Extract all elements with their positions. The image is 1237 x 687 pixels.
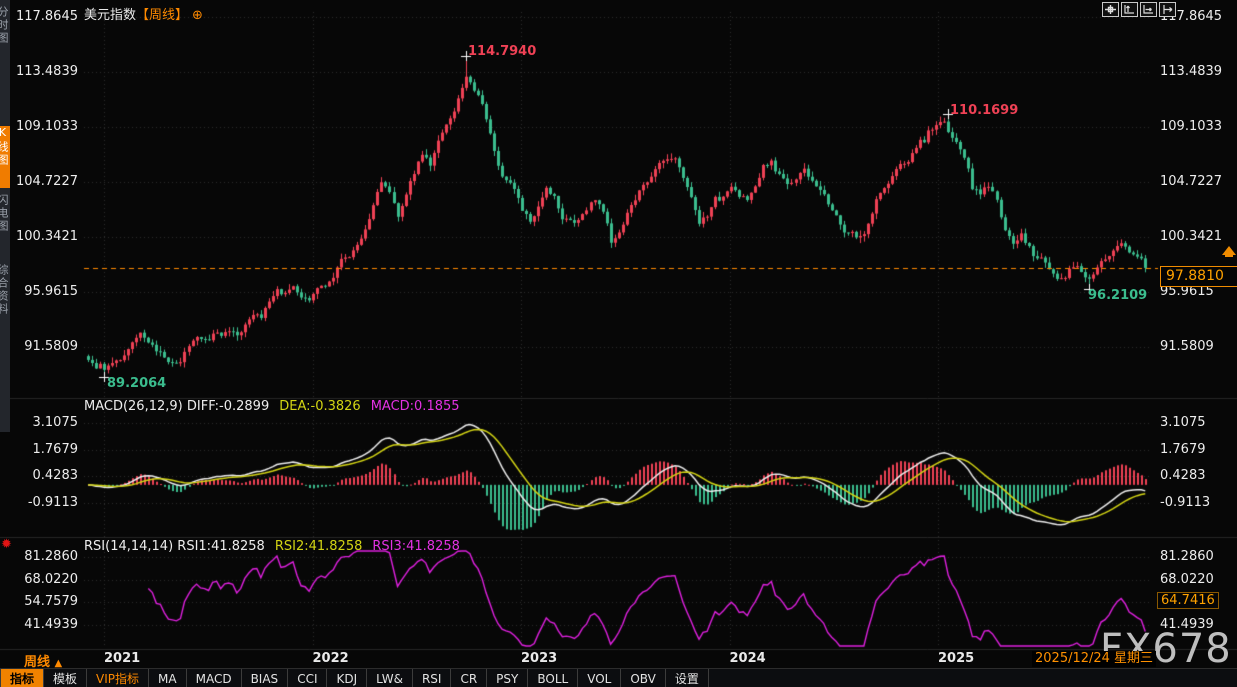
chart-tool-group	[1102, 2, 1176, 17]
price-axis-label-right: 109.1033	[1160, 119, 1223, 134]
toolbar-button-CCI[interactable]: CCI	[288, 669, 328, 687]
year-label-2024: 2024	[729, 651, 766, 666]
macd-axis-label-right: 0.4283	[1160, 468, 1206, 484]
rsi-axis-label-left: 81.2860	[24, 549, 78, 564]
toolbar-button-LW&[interactable]: LW&	[367, 669, 413, 687]
left-sidebar: 分时图 K线图闪电图综合资料	[0, 0, 10, 432]
period-selector[interactable]: 周线 ▲	[24, 655, 63, 670]
rsi-axis-label-left: 68.0220	[24, 571, 78, 587]
sidebar-item-1[interactable]: K线图	[0, 126, 10, 188]
macd-panel-title: MACD(26,12,9) DIFF:-0.2899 DEA:-0.3826 MAC…	[84, 399, 460, 414]
rsi-axis-label-left: 41.4939	[24, 616, 78, 632]
macd-axis-label-left: 3.1075	[32, 415, 79, 430]
price-axis-label-right: 100.3421	[1160, 229, 1223, 244]
sidebar-item-0[interactable]: 分时图	[0, 6, 10, 64]
chevron-up-icon: ▲	[54, 658, 63, 669]
macd-value-label: MACD:0.1855	[370, 399, 460, 414]
rsi-current-badge: 64.7416	[1157, 592, 1219, 609]
rsi-panel-title: RSI(14,14,14) RSI1:41.8258 RSI2:41.8258 RS…	[84, 539, 460, 554]
year-label-2022: 2022	[312, 651, 349, 666]
price-axis-label-left: 117.8645	[15, 9, 78, 24]
toolbar-button-MACD[interactable]: MACD	[186, 669, 242, 687]
rsi2-label: RSI2:41.8258	[274, 539, 363, 554]
sidebar-item-3[interactable]: 综合资料	[0, 264, 10, 364]
price-axis-label-left: 109.1033	[15, 119, 78, 134]
rsi3-label: RSI3:41.8258	[372, 539, 460, 554]
toolbar-button-BIAS[interactable]: BIAS	[241, 669, 289, 687]
rsi-params-label: RSI(14,14,14) RSI1:41.8258	[84, 539, 265, 554]
toolbar-button-模板[interactable]: 模板	[44, 669, 88, 687]
cursor-date-box: 2025/12/24 星期三	[1032, 651, 1157, 667]
price-axis-label-left: 95.9615	[24, 284, 78, 299]
macd-axis-label-left: 1.7679	[32, 441, 79, 457]
crosshair-move-icon[interactable]	[1102, 2, 1119, 17]
toolbar-button-KDJ[interactable]: KDJ	[327, 669, 368, 687]
price-axis-label-right: 104.7227	[1160, 174, 1223, 189]
red-alert-icon[interactable]: ✹	[1, 537, 12, 552]
toolbar-button-MA[interactable]: MA	[149, 669, 187, 687]
year-label-2021: 2021	[104, 651, 141, 666]
toolbar-button-RSI[interactable]: RSI	[412, 669, 452, 687]
toolbar-button-VIP指标[interactable]: VIP指标	[87, 669, 150, 687]
indicator-toolbar: 指标 模板 VIP指标 MA MACD BIAS CCI KDJ LW& RSI CR PSY BOLL…	[0, 668, 1237, 687]
price-axis-label-left: 100.3421	[15, 229, 78, 244]
year-label-2025: 2025	[938, 651, 975, 666]
rsi-axis-label-right: 81.2860	[1160, 549, 1214, 564]
price-axis-label-right: 113.4839	[1160, 64, 1223, 79]
add-compare-icon[interactable]: ⊕	[192, 8, 203, 23]
high-annotation-2022: 114.7940	[468, 44, 537, 59]
toolbar-button-PSY[interactable]: PSY	[487, 669, 529, 687]
axis-zoom-vertical-icon[interactable]	[1121, 2, 1138, 17]
rsi-axis-label-right: 68.0220	[1160, 571, 1214, 587]
rsi-axis-label-right: 41.4939	[1160, 616, 1214, 632]
instrument-title: 美元指数	[84, 8, 137, 23]
sidebar-item-label: 闪电图	[0, 194, 9, 233]
price-axis-label-left: 113.4839	[15, 64, 78, 79]
toolbar-button-CR[interactable]: CR	[451, 669, 488, 687]
macd-axis-label-right: 1.7679	[1160, 441, 1206, 457]
price-axis-label-left: 91.5809	[24, 339, 78, 355]
macd-dea-label: DEA:-0.3826	[279, 399, 361, 414]
low-annotation-2021: 89.2064	[107, 376, 167, 391]
toolbar-button-OBV[interactable]: OBV	[621, 669, 666, 687]
macd-axis-label-left: -0.9113	[27, 494, 78, 510]
chart-header: 美元指数【周线】 ⊕	[84, 4, 203, 23]
macd-axis-label-right: 3.1075	[1160, 415, 1206, 430]
low-annotation-2025: 96.2109	[1088, 288, 1148, 303]
toolbar-button-BOLL[interactable]: BOLL	[528, 669, 579, 687]
sidebar-item-2[interactable]: 闪电图	[0, 194, 10, 256]
current-price-box: 97.8810	[1160, 266, 1237, 287]
year-label-2023: 2023	[521, 651, 558, 666]
toolbar-button-VOL[interactable]: VOL	[578, 669, 622, 687]
price-axis-label-right: 91.5809	[1160, 339, 1214, 355]
price-alert-marker[interactable]	[1222, 246, 1236, 257]
sidebar-item-label: 综合资料	[0, 264, 9, 316]
macd-axis-label-right: -0.9113	[1160, 494, 1211, 510]
price-axis-label-right: 95.9615	[1160, 284, 1214, 299]
sidebar-item-label: 分时图	[0, 6, 9, 45]
macd-axis-label-left: 0.4283	[32, 468, 79, 484]
pan-right-icon[interactable]	[1159, 2, 1176, 17]
toolbar-button-指标[interactable]: 指标	[0, 669, 45, 687]
axis-zoom-horizontal-icon[interactable]	[1140, 2, 1157, 17]
period-tag: 【周线】	[136, 8, 189, 23]
sidebar-item-label: K线图	[0, 126, 9, 167]
macd-params-label: MACD(26,12,9) DIFF:-0.2899	[84, 399, 270, 414]
toolbar-button-设置[interactable]: 设置	[665, 669, 709, 687]
high-annotation-2025: 110.1699	[950, 103, 1019, 118]
rsi-axis-label-left: 54.7579	[24, 594, 78, 610]
price-axis-label-left: 104.7227	[15, 174, 78, 189]
